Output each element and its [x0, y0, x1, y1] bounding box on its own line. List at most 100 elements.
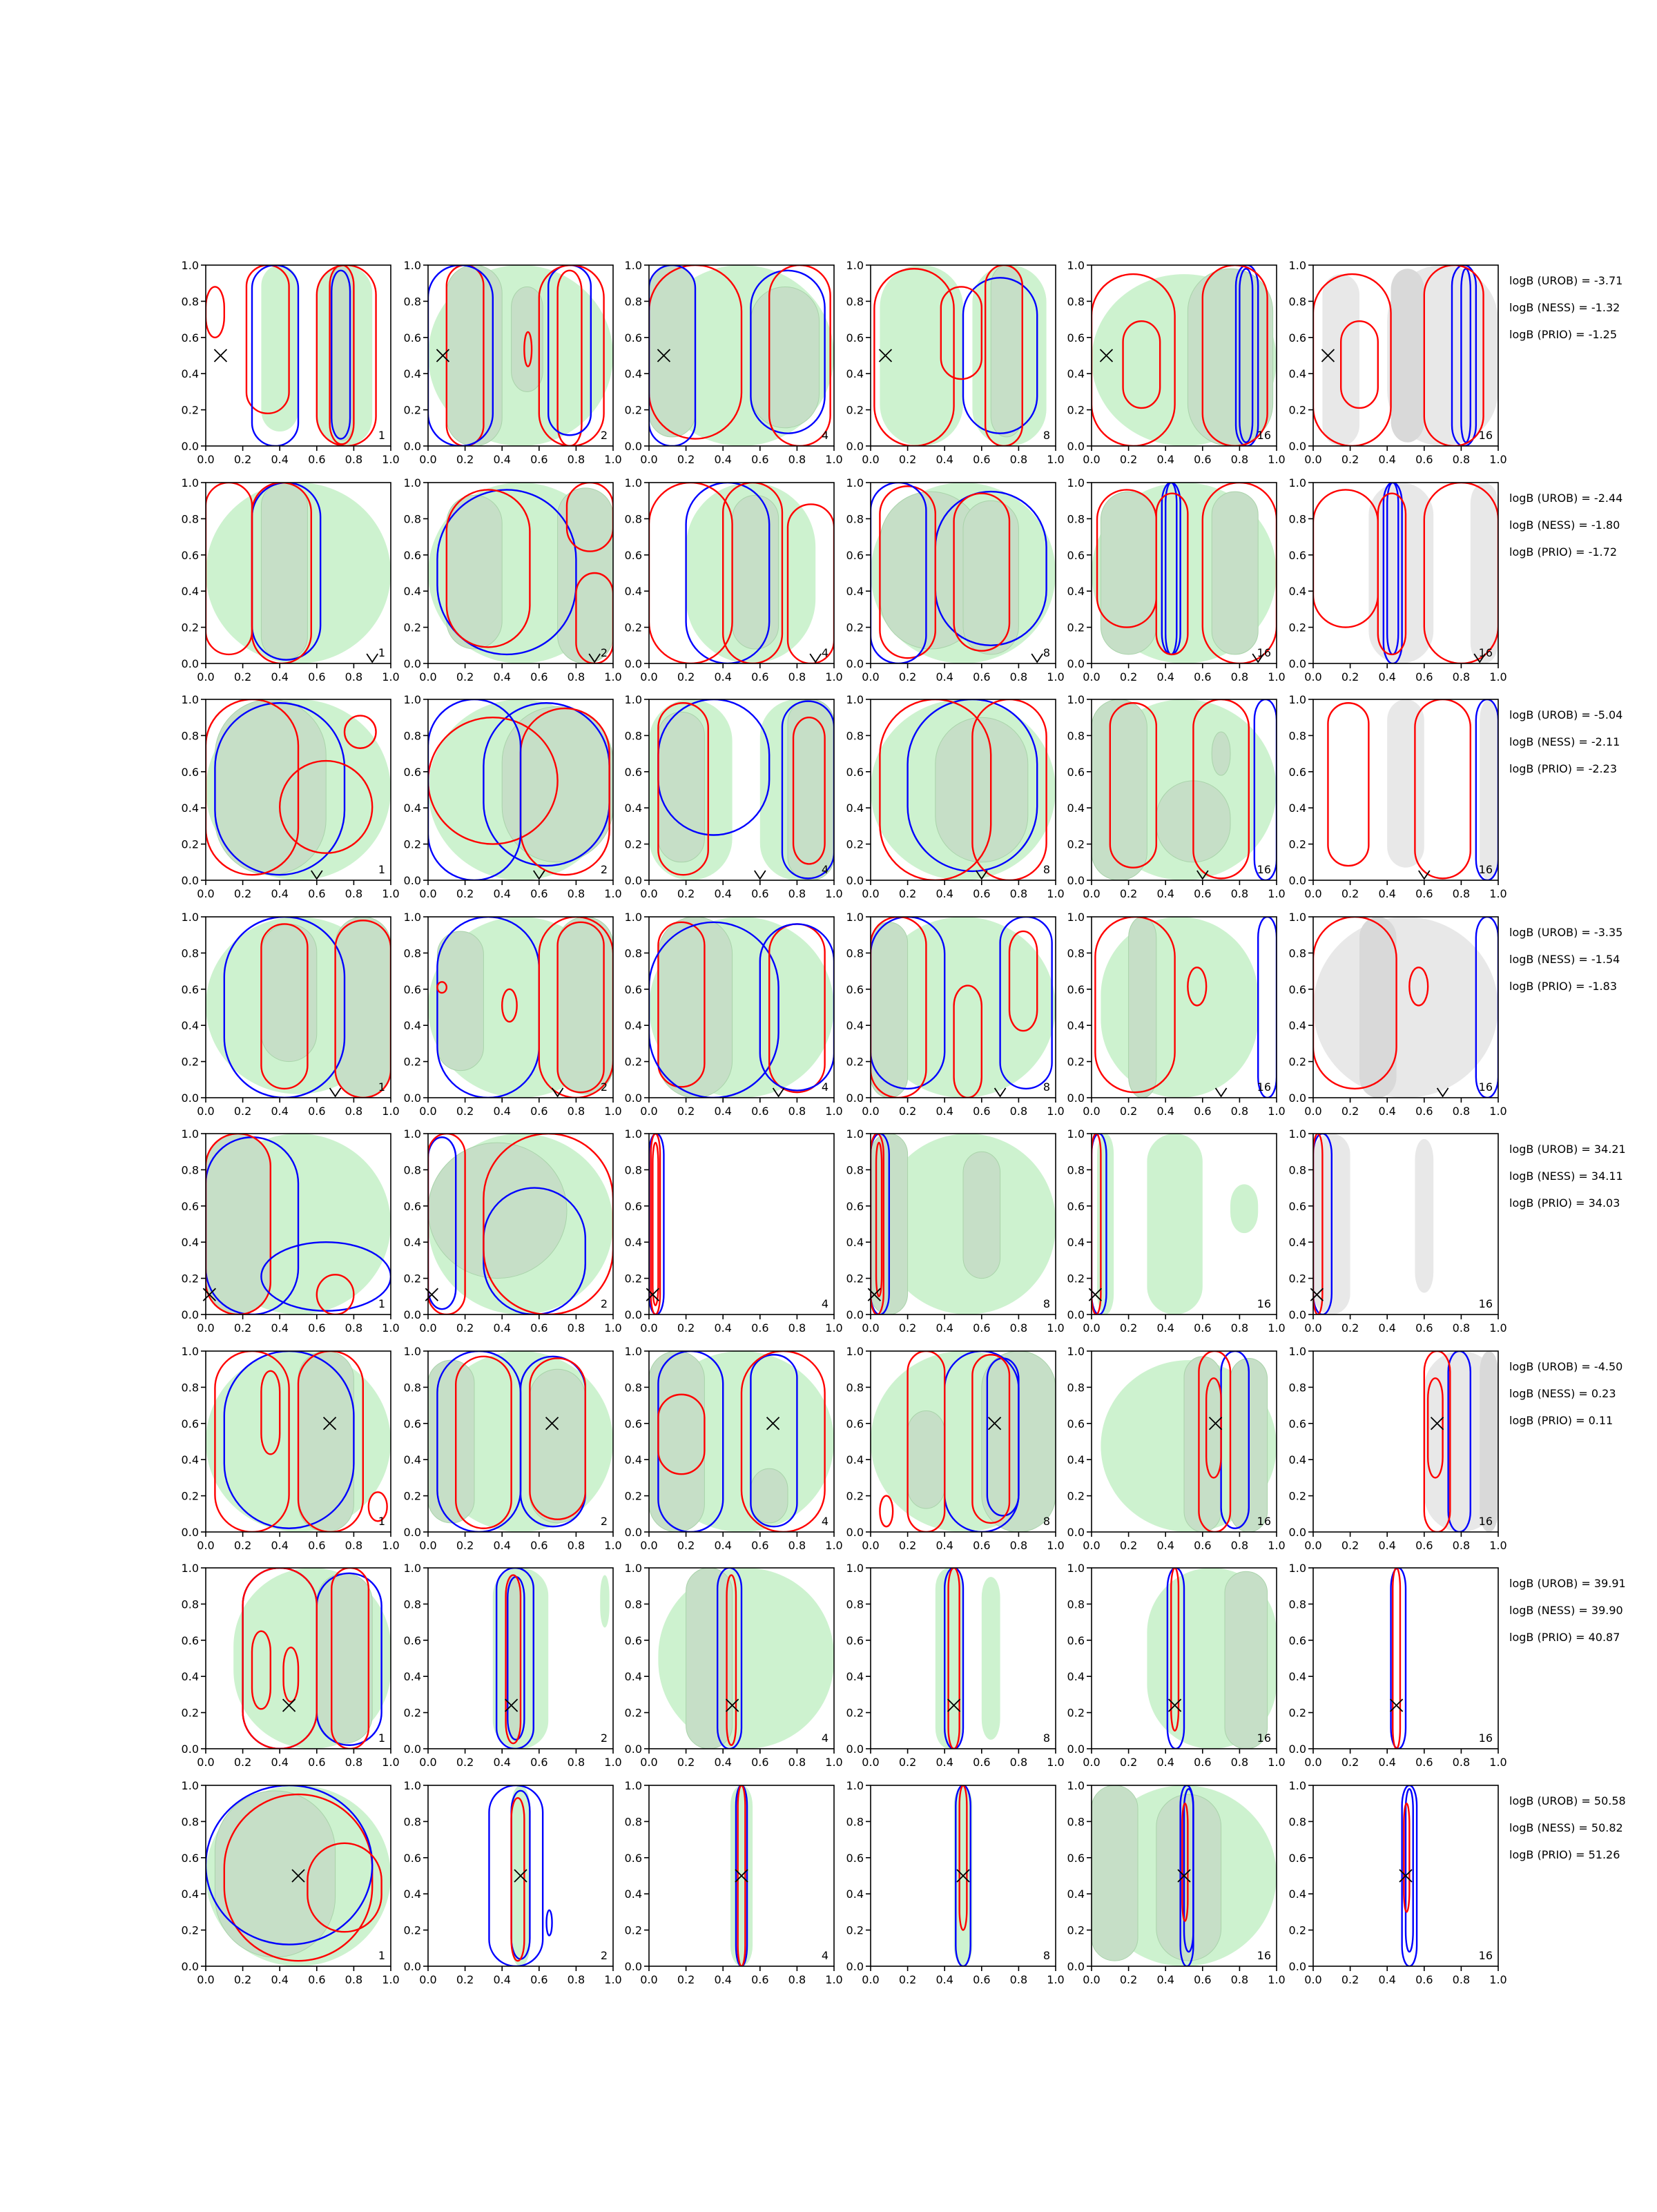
x-tick-label: 0.4: [936, 1539, 953, 1552]
x-tick-label: 0.6: [751, 670, 768, 683]
y-tick-label: 1.0: [404, 693, 421, 706]
x-tick-label: 0.2: [677, 1756, 695, 1769]
subplot-r1-c2: 0.0 0.2 0.4 0.6 0.8 1.0 0.0 0.2 0.4 0.6 0.8 1.0 2: [404, 259, 622, 466]
x-tick-label: 0.4: [493, 1321, 510, 1335]
x-tick-label: 1.0: [604, 453, 621, 466]
x-tick-label: 0.4: [1378, 1756, 1395, 1769]
x-tick-label: 0.8: [1453, 1756, 1470, 1769]
blue-contour: [1092, 1134, 1107, 1314]
y-tick-label: 0.0: [1289, 440, 1306, 453]
x-tick-label: 1.0: [1268, 1105, 1285, 1118]
subplot-r1-c5: 0.0 0.2 0.4 0.6 0.8 1.0 0.0 0.2 0.4 0.6 0.8 1.0 16: [1067, 259, 1286, 466]
y-tick-label: 1.0: [1289, 911, 1306, 924]
y-tick-label: 0.6: [1067, 1417, 1085, 1430]
y-tick-label: 0.8: [404, 1815, 421, 1828]
y-tick-label: 0.0: [404, 440, 421, 453]
x-tick-label: 1.0: [825, 1539, 842, 1552]
subplot-number-label: 8: [1043, 429, 1050, 442]
x-tick-label: 0.0: [862, 887, 879, 900]
y-tick-label: 0.2: [625, 1272, 642, 1286]
y-tick-label: 0.8: [1067, 512, 1085, 525]
y-tick-label: 0.6: [1067, 1852, 1085, 1865]
logb-annotation: logB (NESS) = 50.82: [1509, 1821, 1623, 1834]
subplot-r4-c4: 0.0 0.2 0.4 0.6 0.8 1.0 0.0 0.2 0.4 0.6 0.8 1.0 8: [846, 911, 1065, 1118]
y-tick-label: 0.0: [1067, 1308, 1085, 1321]
y-tick-label: 0.6: [404, 1200, 421, 1213]
x-tick-label: 0.6: [1194, 1973, 1211, 1986]
y-tick-label: 0.8: [182, 295, 199, 308]
y-tick-label: 1.0: [846, 1345, 864, 1358]
y-tick-label: 1.0: [846, 1779, 864, 1792]
overlap-region: [428, 1359, 475, 1524]
x-tick-label: 0.6: [1415, 1105, 1433, 1118]
y-tick-label: 1.0: [1289, 1127, 1306, 1141]
y-tick-label: 1.0: [1067, 1562, 1085, 1575]
subplot-r8-c1: 0.0 0.2 0.4 0.6 0.8 1.0 0.0 0.2 0.4 0.6 0.8 1.0 1: [182, 1779, 400, 1986]
v-marker: [754, 870, 766, 880]
y-tick-label: 0.0: [846, 657, 864, 670]
subplot-r6-c1: 0.0 0.2 0.4 0.6 0.8 1.0 0.0 0.2 0.4 0.6 0.8 1.0 1: [182, 1345, 400, 1552]
y-tick-label: 0.8: [625, 1815, 642, 1828]
x-tick-label: 0.0: [419, 1973, 436, 1986]
y-tick-label: 0.8: [625, 1381, 642, 1394]
x-tick-label: 0.6: [973, 1539, 990, 1552]
axes-frame: [870, 916, 1056, 1098]
x-tick-label: 0.0: [640, 1539, 657, 1552]
red-contour: [206, 1134, 271, 1314]
green-region: [261, 265, 298, 432]
red-contour: [1205, 1377, 1222, 1479]
plot-area: [1092, 1134, 1259, 1314]
y-tick-label: 0.6: [625, 1852, 642, 1865]
y-tick-label: 0.0: [846, 440, 864, 453]
y-tick-label: 0.6: [1067, 331, 1085, 345]
y-tick-label: 0.6: [404, 1417, 421, 1430]
subplot-number-label: 8: [1043, 1949, 1050, 1962]
x-tick-label: 0.0: [862, 1105, 879, 1118]
blue-contour: [1404, 1788, 1414, 1953]
x-tick-label: 1.0: [382, 1756, 399, 1769]
plot-area: [871, 699, 1056, 880]
x-tick-label: 0.8: [788, 453, 806, 466]
y-tick-label: 0.6: [1067, 549, 1085, 562]
y-tick-label: 1.0: [625, 911, 642, 924]
y-tick-label: 0.2: [1067, 621, 1085, 634]
x-tick-label: 0.2: [899, 670, 916, 683]
x-tick-label: 1.0: [825, 1321, 842, 1335]
axes-frame: [648, 1350, 835, 1533]
axes-frame: [1312, 264, 1499, 447]
y-tick-label: 1.0: [404, 911, 421, 924]
subplot-r6-c3: 0.0 0.2 0.4 0.6 0.8 1.0 0.0 0.2 0.4 0.6 0.8 1.0 4: [625, 1345, 843, 1552]
blue-contour: [871, 917, 946, 1090]
x-tick-label: 0.0: [640, 1321, 657, 1335]
plot-area: [428, 265, 613, 446]
y-tick-label: 0.4: [625, 585, 642, 598]
axes-frame: [870, 1350, 1056, 1533]
y-tick-label: 0.0: [404, 874, 421, 887]
x-tick-label: 0.0: [1304, 887, 1321, 900]
x-tick-label: 0.2: [899, 453, 916, 466]
x-tick-label: 0.2: [456, 1756, 474, 1769]
gray-region: [1480, 1351, 1498, 1532]
y-tick-label: 0.8: [182, 512, 199, 525]
subplot-r2-c3: 0.0 0.2 0.4 0.6 0.8 1.0 0.0 0.2 0.4 0.6 0.8 1.0 4: [625, 476, 843, 683]
x-tick-label: 0.8: [1010, 670, 1027, 683]
y-tick-label: 0.4: [1067, 1019, 1085, 1032]
subplot-r8-c6: 0.0 0.2 0.4 0.6 0.8 1.0 0.0 0.2 0.4 0.6 0.8 1.0 16: [1289, 1779, 1507, 1986]
y-tick-label: 0.4: [1067, 367, 1085, 380]
x-tick-label: 0.0: [197, 1973, 214, 1986]
overlap-region: [1092, 699, 1147, 880]
x-tick-label: 0.6: [1194, 1756, 1211, 1769]
red-contour: [445, 489, 531, 648]
red-contour: [1201, 483, 1277, 663]
subplot-number-label: 1: [378, 863, 385, 876]
y-tick-label: 0.0: [1289, 1526, 1306, 1539]
y-tick-label: 0.2: [1289, 621, 1306, 634]
subplot-number-label: 2: [601, 1080, 608, 1094]
x-marker: [1177, 1869, 1191, 1883]
x-tick-label: 1.0: [825, 1105, 842, 1118]
y-tick-label: 0.4: [404, 1888, 421, 1901]
x-tick-label: 0.4: [714, 453, 731, 466]
x-tick-label: 0.8: [568, 453, 585, 466]
red-contour: [329, 265, 355, 445]
y-tick-label: 0.2: [1067, 1056, 1085, 1069]
